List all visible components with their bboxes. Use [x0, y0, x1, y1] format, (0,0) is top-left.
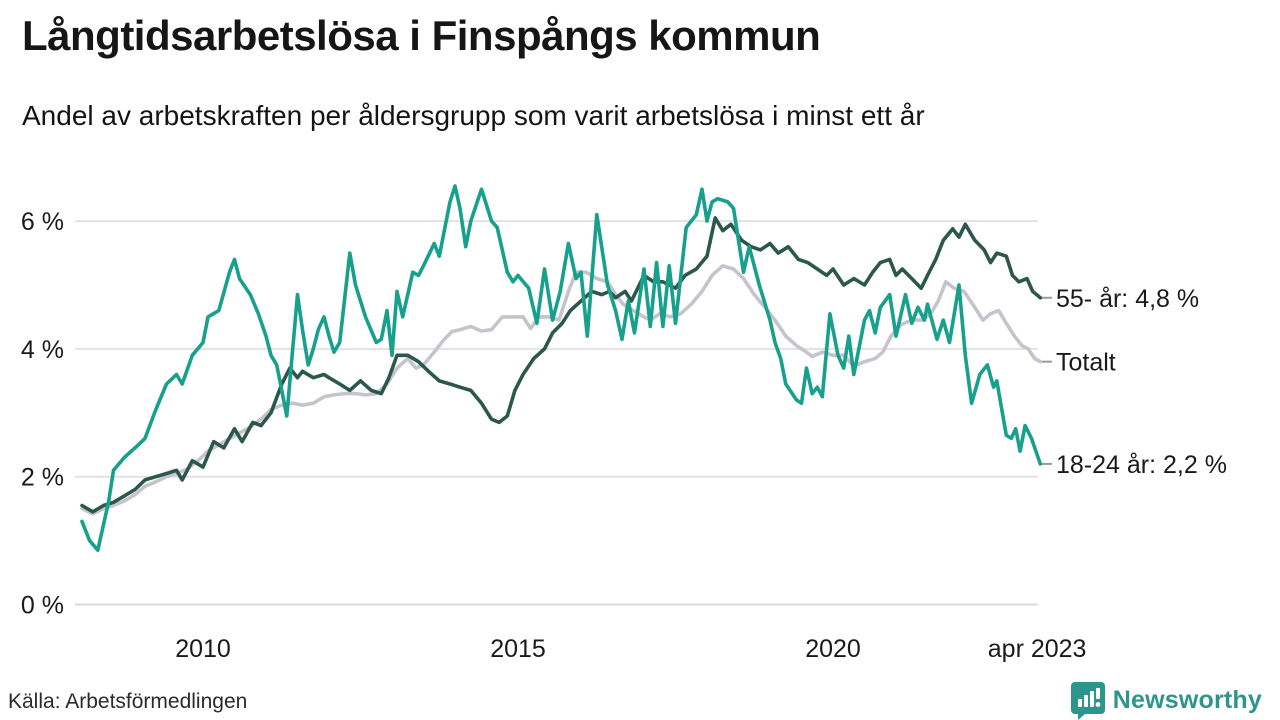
y-axis-label: 6 % — [21, 208, 64, 236]
y-axis-label: 2 % — [21, 464, 64, 492]
series-end-label: 55- år: 4,8 % — [1056, 285, 1199, 313]
x-axis-label: 2020 — [805, 635, 861, 663]
y-axis-label: 4 % — [21, 336, 64, 364]
series-end-label: 18-24 år: 2,2 % — [1056, 451, 1227, 479]
newsworthy-logo-icon — [1070, 682, 1105, 720]
x-axis-label: 2010 — [175, 635, 231, 663]
series-line-18-24-r — [80, 184, 1043, 553]
series-line-55-r — [80, 216, 1043, 514]
x-axis-label: 2015 — [490, 635, 546, 663]
newsworthy-logo: Newsworthy — [1070, 680, 1262, 720]
chart-title: Långtidsarbetslösa i Finspångs kommun — [22, 12, 821, 59]
x-axis-label: apr 2023 — [988, 635, 1087, 663]
newsworthy-logo-text: Newsworthy — [1112, 685, 1262, 714]
series-end-label: Totalt — [1056, 349, 1116, 377]
source-note: Källa: Arbetsförmedlingen — [8, 690, 248, 713]
chart-subtitle: Andel av arbetskraften per åldersgrupp s… — [22, 100, 925, 131]
y-axis-label: 0 % — [21, 592, 64, 620]
